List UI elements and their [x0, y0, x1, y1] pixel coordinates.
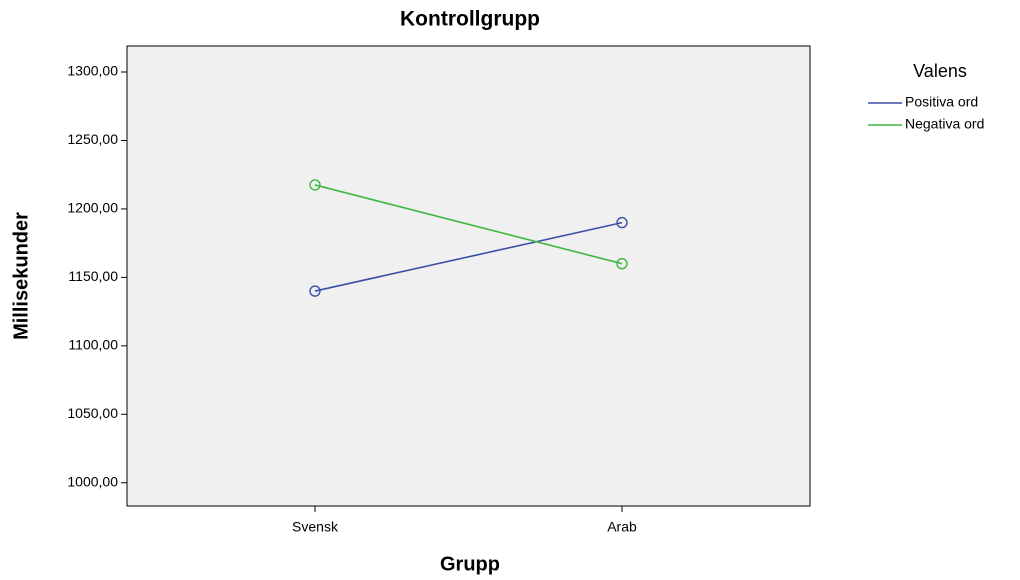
point-marker [309, 285, 321, 297]
y-tick-label: 1250,00 [67, 131, 118, 147]
x-tick-label: Arab [607, 519, 637, 535]
chart-title: Kontrollgrupp [400, 8, 540, 31]
series-line [314, 184, 623, 265]
y-tick-label: 1100,00 [68, 337, 118, 353]
legend-title: Valens [913, 61, 967, 81]
x-axis-title: Grupp [440, 553, 500, 575]
point-marker [616, 257, 628, 270]
y-tick-label: 1200,00 [67, 200, 118, 216]
y-tick-label: 1300,00 [67, 63, 118, 79]
x-tick-label: Svensk [292, 519, 339, 535]
point-marker [309, 179, 321, 191]
y-axis-title: Millisekunder [10, 212, 32, 340]
point-marker [616, 216, 628, 229]
y-tick-label: 1050,00 [67, 405, 118, 421]
y-tick-label: 1000,00 [67, 473, 118, 489]
legend-label: Positiva ord [905, 94, 978, 110]
legend-label: Negativa ord [905, 116, 984, 132]
y-tick-label: 1150,00 [68, 268, 118, 284]
series-line [314, 221, 623, 292]
plot-area [126, 45, 811, 507]
